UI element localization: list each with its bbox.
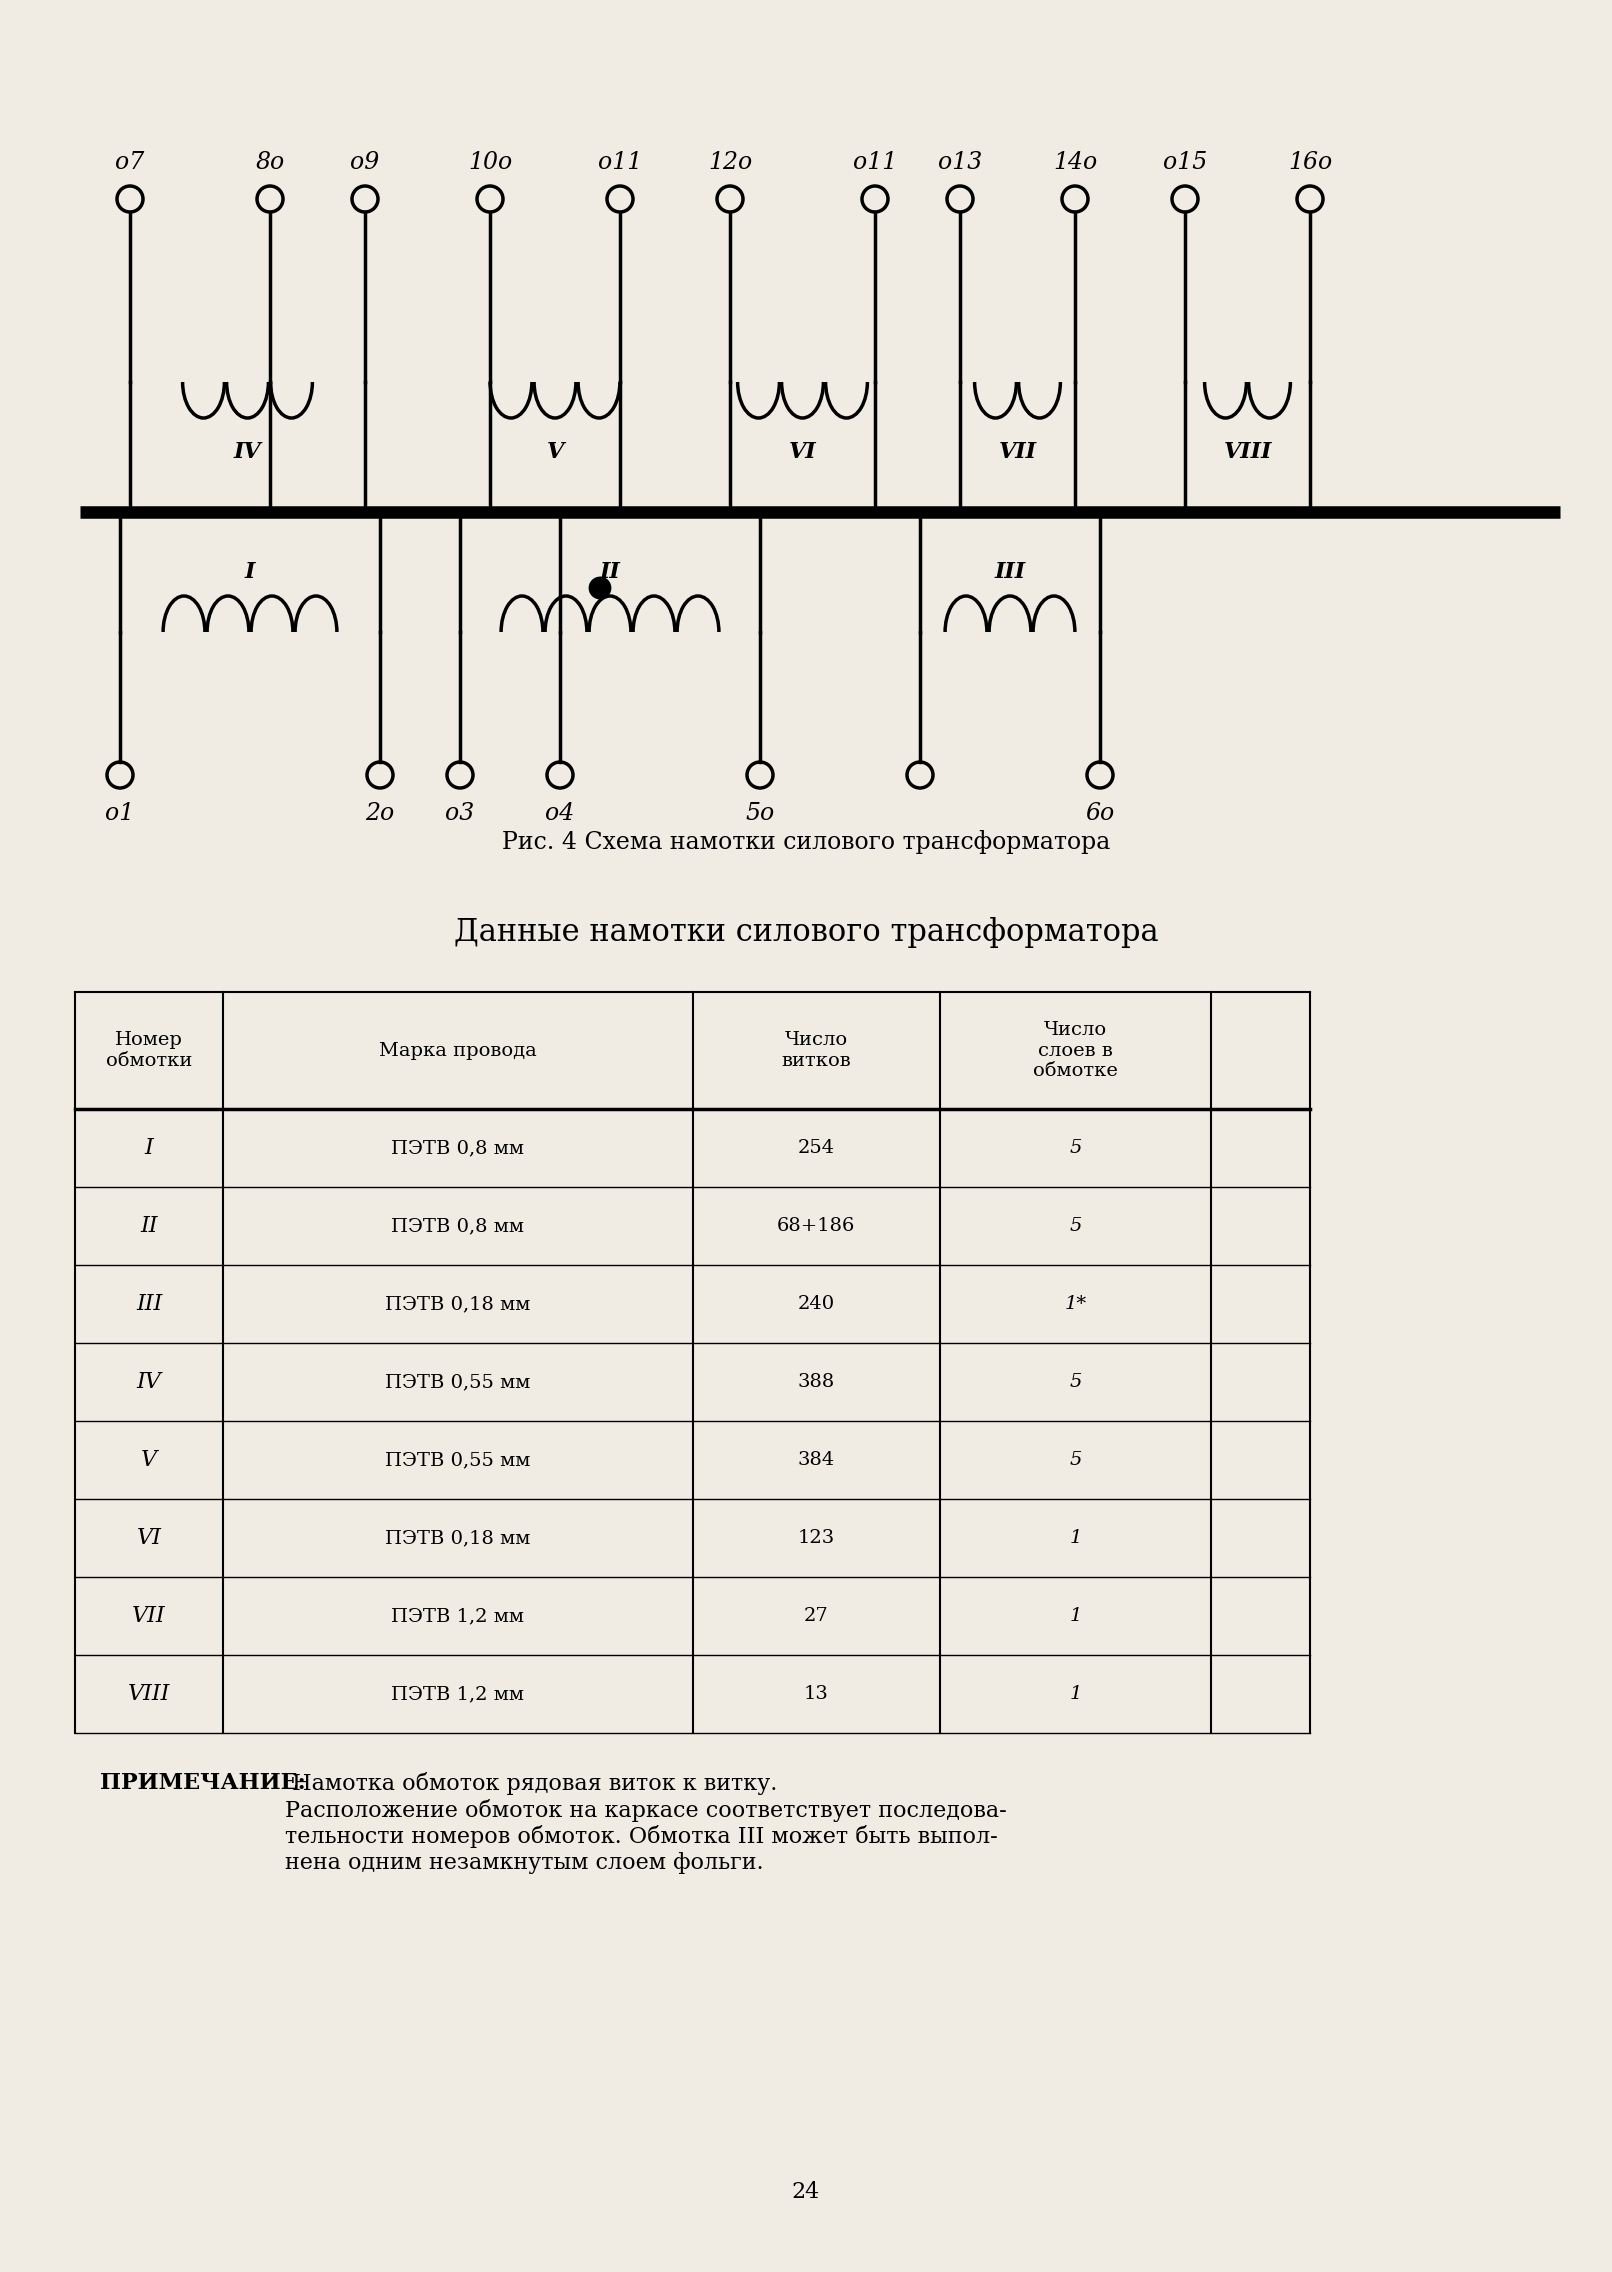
Text: Намотка обмоток рядовая виток к витку.
Расположение обмоток на каркасе соответст: Намотка обмоток рядовая виток к витку. Р… <box>285 1772 1008 1874</box>
Text: о4: о4 <box>545 802 574 825</box>
Circle shape <box>590 577 609 598</box>
Text: Данные намотки силового трансформатора: Данные намотки силового трансформатора <box>453 916 1159 947</box>
Text: ПРИМЕЧАНИЕ:: ПРИМЕЧАНИЕ: <box>100 1772 306 1795</box>
Text: 27: 27 <box>804 1606 829 1624</box>
Text: о13: о13 <box>938 150 982 175</box>
Text: 2о: 2о <box>366 802 395 825</box>
Text: 1: 1 <box>1069 1529 1082 1547</box>
Text: Рис. 4 Схема намотки силового трансформатора: Рис. 4 Схема намотки силового трансформа… <box>501 829 1111 854</box>
Text: ПЭТВ 0,8 мм: ПЭТВ 0,8 мм <box>392 1218 524 1236</box>
Text: III: III <box>995 561 1025 584</box>
Text: ПЭТВ 0,8 мм: ПЭТВ 0,8 мм <box>392 1138 524 1156</box>
Text: ПЭТВ 0,18 мм: ПЭТВ 0,18 мм <box>385 1529 530 1547</box>
Text: 384: 384 <box>798 1452 835 1470</box>
Text: о1: о1 <box>105 802 135 825</box>
Text: ПЭТВ 0,55 мм: ПЭТВ 0,55 мм <box>385 1452 530 1470</box>
Text: Число
слоев в
обмотке: Число слоев в обмотке <box>1033 1020 1117 1079</box>
Text: VIII: VIII <box>1224 441 1272 463</box>
Text: V: V <box>546 441 564 463</box>
Text: 8о: 8о <box>255 150 285 175</box>
Text: о9: о9 <box>350 150 379 175</box>
Text: ПЭТВ 1,2 мм: ПЭТВ 1,2 мм <box>392 1606 524 1624</box>
Text: 254: 254 <box>798 1138 835 1156</box>
Text: 123: 123 <box>798 1529 835 1547</box>
Text: Число
витков: Число витков <box>782 1031 851 1070</box>
Text: II: II <box>140 1216 158 1236</box>
Text: IV: IV <box>234 441 261 463</box>
Text: Марка провода: Марка провода <box>379 1041 537 1059</box>
Text: VIII: VIII <box>127 1684 171 1704</box>
Text: ПЭТВ 1,2 мм: ПЭТВ 1,2 мм <box>392 1686 524 1704</box>
Text: Номер
обмотки: Номер обмотки <box>106 1031 192 1070</box>
Text: I: I <box>245 561 255 584</box>
Text: 5: 5 <box>1069 1138 1082 1156</box>
Text: о11: о11 <box>853 150 898 175</box>
Text: о3: о3 <box>445 802 474 825</box>
Text: 1: 1 <box>1069 1606 1082 1624</box>
Text: 5: 5 <box>1069 1218 1082 1236</box>
Text: 388: 388 <box>798 1372 835 1390</box>
Text: VII: VII <box>998 441 1037 463</box>
Text: 240: 240 <box>798 1295 835 1313</box>
Text: о15: о15 <box>1162 150 1207 175</box>
Text: ПЭТВ 0,18 мм: ПЭТВ 0,18 мм <box>385 1295 530 1313</box>
Text: IV: IV <box>137 1370 161 1393</box>
Text: 5: 5 <box>1069 1452 1082 1470</box>
Text: VII: VII <box>132 1604 166 1627</box>
Text: 16о: 16о <box>1288 150 1332 175</box>
Text: о11: о11 <box>598 150 642 175</box>
Text: о7: о7 <box>116 150 145 175</box>
Text: V: V <box>140 1450 156 1470</box>
Text: III: III <box>135 1293 163 1315</box>
Text: 14о: 14о <box>1053 150 1098 175</box>
Text: 12о: 12о <box>708 150 753 175</box>
Text: 6о: 6о <box>1085 802 1114 825</box>
Text: 24: 24 <box>791 2181 821 2204</box>
Text: I: I <box>145 1136 153 1159</box>
Text: 5: 5 <box>1069 1372 1082 1390</box>
Text: ПЭТВ 0,55 мм: ПЭТВ 0,55 мм <box>385 1372 530 1390</box>
Text: VI: VI <box>137 1527 161 1550</box>
Text: 10о: 10о <box>467 150 513 175</box>
Text: II: II <box>600 561 621 584</box>
Text: 5о: 5о <box>745 802 775 825</box>
Text: VI: VI <box>788 441 816 463</box>
Text: 13: 13 <box>803 1686 829 1704</box>
Text: 1: 1 <box>1069 1686 1082 1704</box>
Text: 1*: 1* <box>1064 1295 1086 1313</box>
Text: 68+186: 68+186 <box>777 1218 856 1236</box>
